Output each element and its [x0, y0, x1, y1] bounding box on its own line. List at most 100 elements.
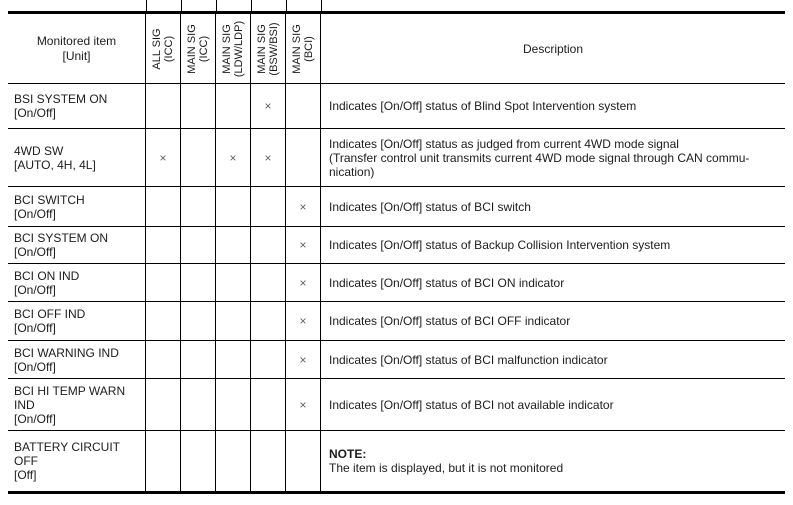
signal-empty-cell [251, 227, 286, 264]
signal-empty-cell [216, 227, 251, 264]
signal-empty-cell [181, 379, 216, 431]
monitored-item-line: [Off] [14, 468, 37, 482]
description-cell: Indicates [On/Off] status of BCI malfunc… [321, 341, 785, 379]
description-line: Indicates [On/Off] status of BCI ON indi… [329, 275, 565, 290]
signal-empty-cell [146, 431, 181, 491]
description-cell: Indicates [On/Off] status as judged from… [321, 129, 785, 187]
header-line: MAIN SIG [256, 23, 268, 74]
column-header-main-sig-ldw-ldp: MAIN SIG (LDW/LDP) [216, 14, 251, 84]
signal-empty-cell [181, 264, 216, 302]
signal-empty-cell [181, 341, 216, 379]
monitored-item-line: BCI OFF IND [14, 307, 86, 321]
signal-empty-cell [216, 264, 251, 302]
signal-empty-cell [216, 431, 251, 491]
description-line: Indicates [On/Off] status of Blind Spot … [329, 99, 637, 113]
monitored-item-line: [On/Off] [14, 106, 56, 120]
description-cell: Indicates [On/Off] status of Backup Coll… [321, 227, 785, 264]
header-line: MAIN SIG [221, 23, 233, 74]
description-line: NOTE: [329, 447, 367, 461]
column-header-monitored-item-line2: [Unit] [62, 48, 91, 63]
column-header-monitored-item-line1: Monitored item [36, 33, 117, 48]
signal-applicable-mark: × [286, 379, 321, 431]
monitored-item-line: [On/Off] [14, 282, 56, 297]
description-line: Indicates [On/Off] status of BCI malfunc… [329, 352, 608, 367]
monitored-items-table: Monitored item [Unit] ALL SIG (ICC) MAIN… [8, 11, 785, 494]
description-cell: Indicates [On/Off] status of BCI switch [321, 187, 785, 227]
signal-empty-cell [181, 227, 216, 264]
header-line: (ICC) [163, 35, 175, 62]
description-line: The item is displayed, but it is not mon… [329, 461, 564, 475]
signal-empty-cell [286, 84, 321, 129]
signal-empty-cell [146, 379, 181, 431]
header-line: MAIN SIG [291, 23, 303, 74]
header-line: (ICC) [198, 35, 210, 62]
signal-empty-cell [181, 302, 216, 341]
column-rule-tick [181, 0, 182, 11]
signal-applicable-mark: × [286, 302, 321, 341]
column-header-all-sig-icc: ALL SIG (ICC) [146, 14, 181, 84]
signal-applicable-mark: × [286, 227, 321, 264]
monitored-item-cell: 4WD SW [AUTO, 4H, 4L] [8, 129, 146, 187]
description-line: nication) [329, 164, 375, 179]
description-cell: Indicates [On/Off] status of BCI not ava… [321, 379, 785, 431]
header-line: (BCI) [303, 35, 315, 62]
signal-empty-cell [146, 187, 181, 227]
monitored-item-line: [On/Off] [14, 359, 56, 374]
column-rule-tick [321, 0, 322, 11]
description-line: Indicates [On/Off] status of BCI OFF ind… [329, 314, 571, 328]
description-cell: NOTE: The item is displayed, but it is no… [321, 431, 785, 491]
column-rule-tick [251, 0, 252, 11]
signal-empty-cell [286, 129, 321, 187]
header-line: ALL SIG [151, 27, 163, 70]
column-rule-tick [146, 0, 147, 11]
header-line: (BSW/BSI) [268, 21, 280, 76]
monitored-item-cell: BCI OFF IND [On/Off] [8, 302, 146, 341]
signal-applicable-mark: × [286, 264, 321, 302]
signal-empty-cell [216, 84, 251, 129]
monitored-item-cell: BCI WARNING IND [On/Off] [8, 341, 146, 379]
header-line: MAIN SIG [186, 23, 198, 74]
description-cell: Indicates [On/Off] status of Blind Spot … [321, 84, 785, 129]
signal-empty-cell [146, 227, 181, 264]
signal-empty-cell [216, 379, 251, 431]
description-cell: Indicates [On/Off] status of BCI ON indi… [321, 264, 785, 302]
monitored-item-line: BSI SYSTEM ON [14, 92, 108, 106]
monitored-item-line: BCI ON IND [14, 268, 80, 283]
monitored-item-line: [On/Off] [14, 206, 56, 221]
signal-empty-cell [286, 431, 321, 491]
signal-applicable-mark: × [286, 187, 321, 227]
signal-empty-cell [146, 302, 181, 341]
header-line: (LDW/LDP) [233, 20, 245, 77]
monitored-item-cell: BCI SYSTEM ON [On/Off] [8, 227, 146, 264]
signal-applicable-mark: × [251, 84, 286, 129]
monitored-item-line: OFF [14, 454, 38, 468]
description-line: (Transfer control unit transmits current… [329, 150, 750, 165]
monitored-item-line: [On/Off] [14, 245, 56, 259]
monitored-item-line: 4WD SW [14, 143, 64, 158]
monitored-item-line: BCI WARNING IND [14, 345, 119, 360]
signal-empty-cell [181, 187, 216, 227]
signal-empty-cell [251, 379, 286, 431]
signal-empty-cell [181, 84, 216, 129]
signal-empty-cell [146, 264, 181, 302]
monitored-item-line: [On/Off] [14, 321, 56, 335]
description-cell: Indicates [On/Off] status of BCI OFF ind… [321, 302, 785, 341]
signal-empty-cell [251, 302, 286, 341]
description-line: Indicates [On/Off] status of Backup Coll… [329, 238, 671, 252]
column-header-main-sig-bsw-bsi: MAIN SIG (BSW/BSI) [251, 14, 286, 84]
signal-empty-cell [146, 341, 181, 379]
signal-empty-cell [146, 84, 181, 129]
monitored-item-cell: BATTERY CIRCUIT OFF [Off] [8, 431, 146, 491]
signal-applicable-mark: × [251, 129, 286, 187]
signal-empty-cell [181, 431, 216, 491]
description-line: Indicates [On/Off] status as judged from… [329, 136, 679, 151]
column-header-main-sig-icc: MAIN SIG (ICC) [181, 14, 216, 84]
signal-applicable-mark: × [146, 129, 181, 187]
column-header-description: Description [321, 14, 785, 84]
description-line: Indicates [On/Off] status of BCI not ava… [329, 397, 614, 412]
monitored-item-line: IND [14, 397, 35, 412]
signal-applicable-mark: × [286, 341, 321, 379]
monitored-item-line: BATTERY CIRCUIT [14, 440, 121, 454]
signal-empty-cell [216, 302, 251, 341]
monitored-item-cell: BCI ON IND [On/Off] [8, 264, 146, 302]
